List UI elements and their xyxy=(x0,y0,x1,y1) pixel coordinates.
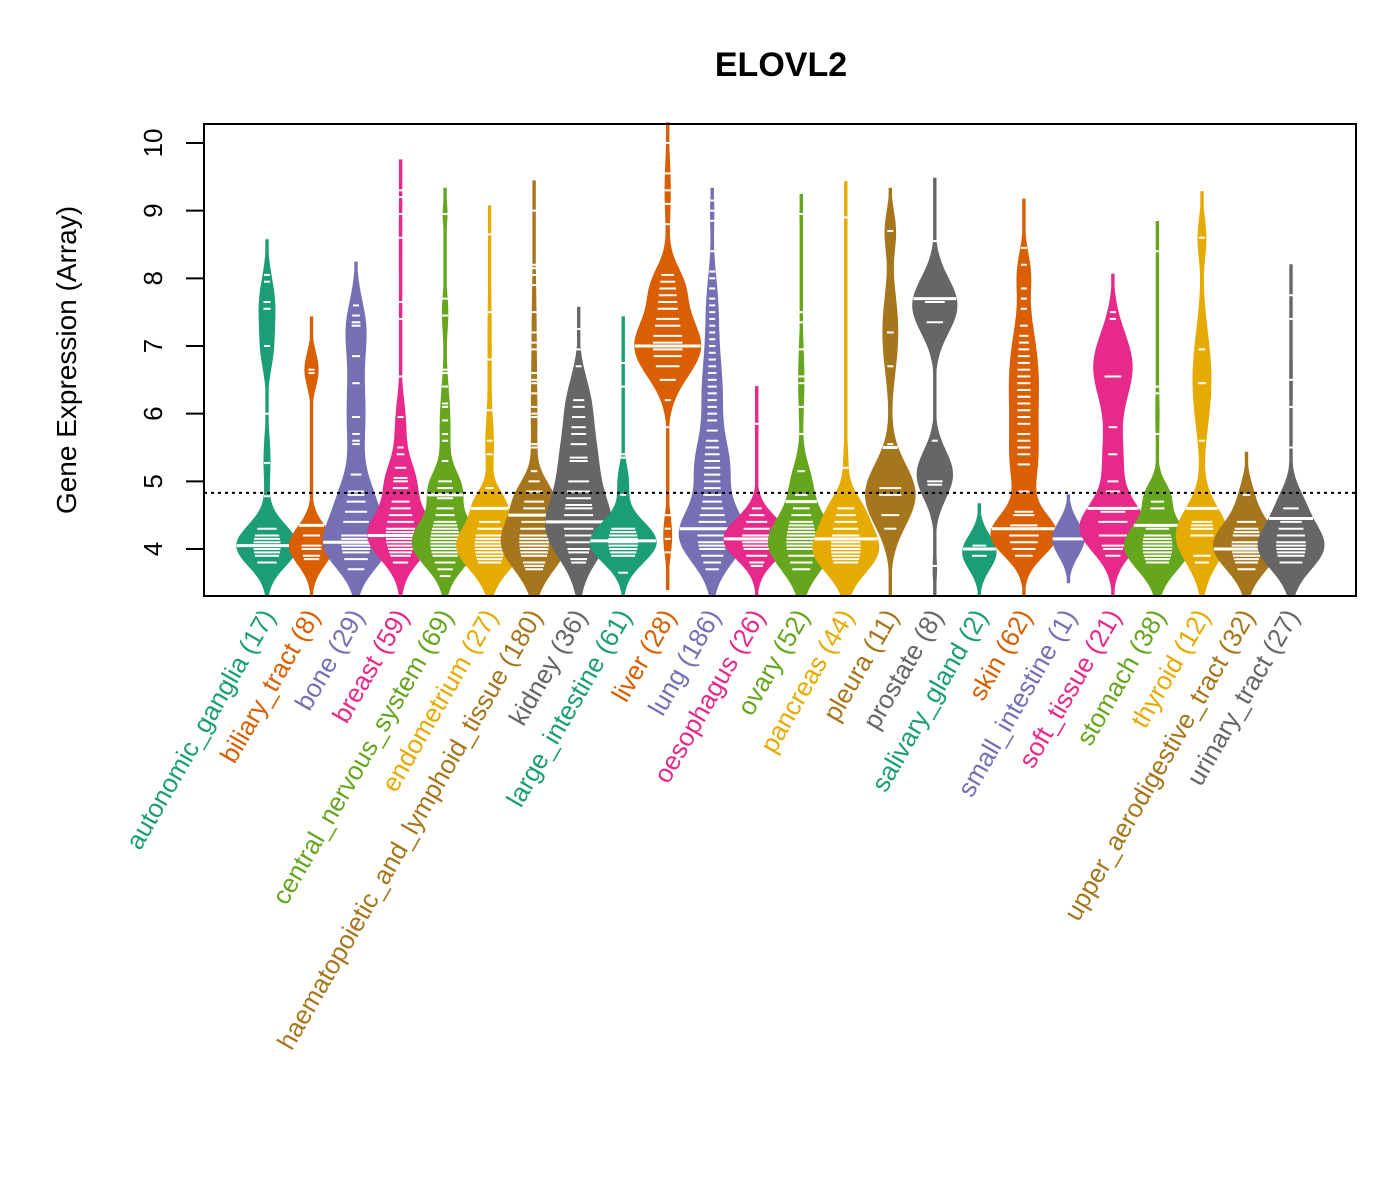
bean-density xyxy=(864,187,916,597)
bean-density xyxy=(1175,191,1229,597)
bean-density xyxy=(1257,264,1325,597)
y-tick-label: 9 xyxy=(138,203,168,217)
y-tick-label: 5 xyxy=(138,474,168,488)
beans-layer xyxy=(236,122,1325,597)
bean-density xyxy=(678,187,746,597)
bean-small_intestine xyxy=(1052,494,1085,584)
bean-thyroid xyxy=(1175,191,1229,597)
bean-pleura xyxy=(864,187,916,597)
bean-bone xyxy=(322,261,390,597)
bean-density xyxy=(500,180,568,597)
bean-soft_tissue xyxy=(1079,273,1147,597)
bean-skin xyxy=(990,198,1058,597)
y-tick-label: 10 xyxy=(138,129,168,158)
bean-density xyxy=(1123,221,1191,597)
bean-central_nervous_system xyxy=(411,187,479,597)
y-axis-label: Gene Expression (Array) xyxy=(51,206,82,514)
bean-urinary_tract xyxy=(1257,264,1325,597)
bean-salivary_gland xyxy=(962,503,997,597)
bean-pancreas xyxy=(812,181,880,597)
bean-kidney xyxy=(545,306,613,597)
bean-density xyxy=(1079,273,1147,597)
bean-endometrium xyxy=(456,205,524,597)
bean-large_intestine xyxy=(589,316,657,597)
y-tick-label: 7 xyxy=(138,339,168,353)
bean-density xyxy=(545,306,613,597)
bean-breast xyxy=(367,159,435,597)
bean-autonomic_ganglia xyxy=(236,239,298,597)
bean-density xyxy=(990,198,1058,597)
bean-stomach xyxy=(1123,221,1191,597)
bean-density xyxy=(236,239,298,597)
bean-density xyxy=(767,193,835,597)
bean-density xyxy=(912,177,958,597)
bean-prostate xyxy=(912,177,958,597)
bean-density xyxy=(812,181,880,597)
bean-lung xyxy=(678,187,746,597)
y-tick-label: 4 xyxy=(138,542,168,556)
bean-ovary xyxy=(767,193,835,597)
chart-title: ELOVL2 xyxy=(715,46,847,84)
bean-biliary_tract xyxy=(288,316,335,597)
y-tick-label: 8 xyxy=(138,271,168,285)
bean-density xyxy=(456,205,524,597)
bean-density xyxy=(322,261,390,597)
bean-haematopoietic_and_lymphoid_tissue xyxy=(500,180,568,597)
bean-liver xyxy=(634,122,702,591)
y-axis: 4 5 6 7 8 9 10 xyxy=(138,129,204,556)
y-tick-label: 6 xyxy=(138,406,168,420)
bean-density xyxy=(367,159,435,597)
plot-frame xyxy=(203,123,1357,597)
x-axis-labels: autonomic_ganglia (17)biliary_tract (8)b… xyxy=(119,604,1305,1055)
